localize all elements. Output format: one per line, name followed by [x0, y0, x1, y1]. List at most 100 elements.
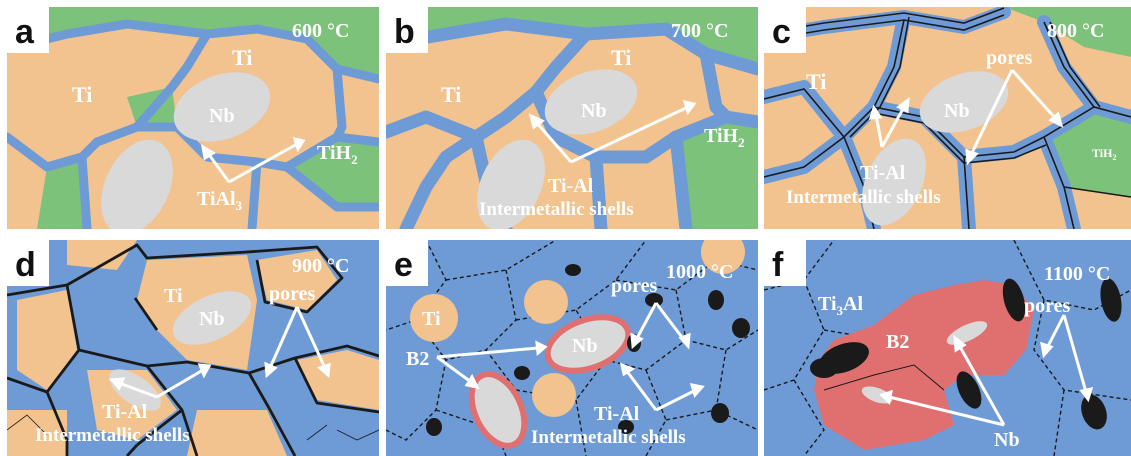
- pore: [514, 366, 530, 380]
- tial3-boundaries: [7, 19, 379, 229]
- panel-letter: f: [772, 246, 784, 284]
- intermetallic-shells-label: Intermetallic shells: [531, 427, 686, 448]
- panel-letter-box: [764, 7, 806, 53]
- pore: [618, 420, 634, 434]
- pores-label: pores: [269, 283, 316, 305]
- b2-label: B2: [406, 348, 429, 370]
- ti-grain: [7, 410, 67, 456]
- ti-grain: [67, 240, 137, 270]
- ti-grain: [524, 280, 568, 324]
- pore: [956, 371, 982, 409]
- arrows: [436, 302, 705, 412]
- panel-letter-box: [386, 7, 428, 53]
- panel-letter: a: [15, 13, 35, 51]
- panel-a: a 600 °C Ti Ti Nb TiH2 TiAl3: [7, 7, 379, 229]
- pore: [1100, 278, 1122, 322]
- pore: [1081, 394, 1107, 430]
- tih2-label: TiH2: [1092, 146, 1116, 162]
- intermetallic-shells-label: Intermetallic shells: [479, 199, 634, 220]
- pore: [565, 264, 581, 276]
- ti-grain: [87, 370, 177, 440]
- pores-label: pores: [1024, 295, 1071, 317]
- nb-label: Nb: [581, 100, 607, 122]
- nb-label: Nb: [209, 105, 235, 127]
- panel-d: d 900 °C Ti Nb pores Ti-Al Intermetallic…: [7, 240, 379, 456]
- nb-particle: [172, 291, 252, 345]
- arrows: [528, 99, 697, 164]
- tih2-region-top: [1004, 7, 1131, 57]
- ti-grain: [297, 350, 379, 410]
- ti-al-label: Ti-Al: [594, 403, 640, 425]
- ti-label: Ti: [232, 45, 252, 70]
- arrows: [108, 306, 331, 399]
- ti-al-label: Ti-Al: [102, 401, 148, 423]
- ti-grain: [17, 290, 77, 390]
- ti-grain: [187, 410, 287, 456]
- pore: [708, 290, 724, 310]
- ti-label: Ti: [422, 308, 441, 330]
- panel-letter: b: [394, 13, 415, 51]
- intermetallic-shells-label: Intermetallic shells: [35, 425, 190, 446]
- ti-label: Ti: [611, 45, 631, 70]
- panel-letter-box: [764, 240, 806, 286]
- ti-grain: [701, 240, 745, 274]
- pore: [426, 418, 442, 436]
- b2-label: B2: [886, 331, 909, 353]
- panel-letter: e: [394, 246, 413, 284]
- arrows: [868, 68, 1064, 166]
- temperature-label: 700 °C: [671, 20, 728, 42]
- nb-label: Nb: [994, 429, 1020, 451]
- pore: [711, 403, 729, 423]
- temperature-label: 900 °C: [292, 255, 349, 277]
- panel-b: b 700 °C Ti Ti Nb TiH2 Ti-Al Intermetall…: [386, 7, 758, 229]
- temperature-label: 1000 °C: [666, 261, 733, 283]
- pores-label: pores: [986, 47, 1033, 69]
- tial3-label: TiAl3: [197, 188, 243, 213]
- ti3al-label: Ti3Al: [818, 293, 863, 318]
- tih2-label: TiH2: [317, 142, 358, 167]
- temperature-label: 600 °C: [292, 20, 349, 42]
- nb-label: Nb: [572, 335, 598, 357]
- pores: [810, 278, 1122, 430]
- tih2-region-right: [676, 117, 758, 229]
- pore: [810, 358, 838, 378]
- arrows: [879, 314, 1094, 427]
- nb-label: Nb: [944, 100, 970, 122]
- intermetallic-shells-label: Intermetallic shells: [786, 187, 941, 208]
- nb-particle: [101, 139, 173, 229]
- ti-grain: [532, 373, 576, 417]
- nb-particle-b2-rim: [468, 371, 528, 449]
- pore: [732, 318, 750, 338]
- panel-letter: d: [15, 246, 36, 284]
- tih2-region-left: [37, 157, 87, 229]
- ti-al-shell-boundaries: [386, 17, 758, 229]
- nb-particle: [477, 139, 545, 229]
- panel-letter-box: [7, 240, 49, 286]
- ti-al-label: Ti-Al: [860, 162, 906, 184]
- ti-label: Ti: [164, 285, 183, 307]
- panel-c: c 800 °C Ti Nb pores TiH2 Ti-Al Intermet…: [764, 7, 1131, 229]
- pore: [645, 293, 663, 307]
- ti-label: Ti: [806, 69, 826, 94]
- temperature-label: 1100 °C: [1044, 263, 1110, 285]
- panel-letter-box: [7, 7, 49, 53]
- thick-crack-lines: [7, 243, 379, 456]
- nb-particle: [544, 69, 638, 135]
- nb-particle: [173, 72, 271, 142]
- panel-e: e 1000 °C Ti Nb pores B2 Ti-Al Intermeta…: [386, 240, 758, 456]
- pores-label: pores: [611, 275, 658, 297]
- panel-letter: c: [772, 13, 791, 51]
- tih2-label: TiH2: [704, 125, 745, 150]
- panel-letter-box: [386, 240, 428, 286]
- ti-label: Ti: [441, 82, 461, 107]
- panel-f: f 1100 °C Ti3Al B2 pores Nb: [764, 240, 1131, 456]
- temperature-label: 800 °C: [1047, 20, 1104, 42]
- pore: [1002, 278, 1026, 322]
- b2-internal-boundary: [823, 364, 945, 391]
- nb-particle: [919, 71, 1009, 133]
- ti-al-label: Ti-Al: [548, 175, 594, 197]
- pores: [426, 264, 750, 436]
- ti-label: Ti: [72, 82, 92, 107]
- nb-particle-b2-rim: [544, 314, 632, 374]
- arrows: [200, 136, 306, 184]
